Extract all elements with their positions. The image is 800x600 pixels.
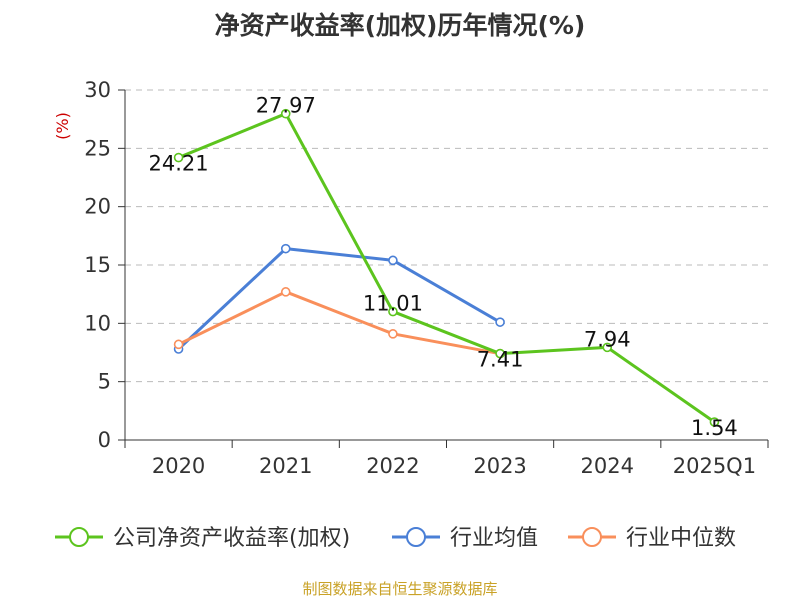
series-lines: [173, 108, 720, 427]
legend-label: 行业均值: [450, 526, 538, 551]
data-point: [388, 306, 398, 317]
x-tick-label: 2020: [152, 454, 205, 478]
y-tick-label: 10: [84, 311, 111, 335]
data-source-note: 制图数据来自恒生聚源数据库: [302, 580, 498, 598]
x-tick-label: 2021: [259, 454, 312, 478]
y-unit-label: (%): [53, 112, 72, 140]
x-tick-label: 2024: [581, 454, 634, 478]
data-point: [495, 317, 505, 327]
data-label: 24.21: [149, 152, 209, 176]
y-tick-label: 30: [84, 78, 111, 102]
data-point: [173, 339, 184, 350]
data-point: [280, 243, 291, 254]
data-point: [388, 329, 398, 339]
x-tick-label: 2025Q1: [673, 454, 756, 478]
data-labels: 24.21 27.97 11.01 7.41 7.94 1.54: [149, 94, 738, 440]
data-point: [602, 342, 613, 353]
data-label: 11.01: [363, 292, 423, 316]
legend: 公司净资产收益率(加权) 行业均值 行业中位数: [55, 526, 736, 551]
chart-title: 净资产收益率(加权)历年情况(%): [214, 11, 586, 40]
legend-label: 公司净资产收益率(加权): [113, 526, 350, 551]
y-tick-label: 0: [98, 428, 111, 452]
y-tick-label: 15: [84, 253, 111, 277]
y-tick-label: 5: [98, 370, 111, 394]
axes: 0 5 10 15 20 25 30 2020 2021 2022 2023 2024 2025Q1 (%…: [53, 78, 769, 478]
x-tick-label: 2022: [366, 454, 419, 478]
y-tick-label: 20: [84, 195, 111, 219]
data-label: 1.54: [691, 416, 738, 440]
legend-marker: [69, 527, 89, 547]
data-point: [495, 348, 505, 359]
legend-label: 行业中位数: [626, 526, 736, 551]
data-label: 7.41: [477, 348, 524, 372]
y-tick-label: 25: [84, 136, 111, 160]
legend-marker: [582, 527, 602, 547]
data-label: 7.94: [584, 327, 631, 351]
series-line: [177, 290, 501, 356]
grid-lines: [125, 89, 768, 383]
data-point: [280, 287, 291, 297]
series-line: [177, 247, 501, 351]
legend-marker: [406, 527, 426, 547]
data-point: [173, 152, 184, 163]
data-point: [709, 417, 720, 427]
data-point: [388, 255, 398, 266]
data-point: [280, 108, 291, 119]
data-label: 27.97: [256, 94, 316, 118]
x-tick-label: 2023: [473, 454, 526, 478]
series-line: [178, 112, 716, 424]
